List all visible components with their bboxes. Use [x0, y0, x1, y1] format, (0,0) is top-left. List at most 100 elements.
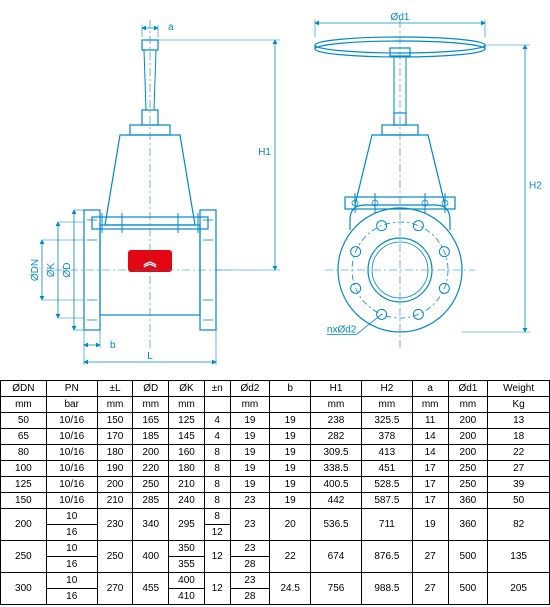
- cell-dn: 125: [1, 477, 47, 493]
- cell: 23: [230, 493, 270, 509]
- cell: 39: [488, 477, 550, 493]
- side-elevation: [315, 20, 485, 350]
- table-row: 6510/16170185145419192823781420018: [1, 429, 550, 445]
- cell: 170: [97, 429, 133, 445]
- col-header: b: [270, 381, 311, 397]
- svg-text:a: a: [168, 22, 174, 33]
- cell-dn: 65: [1, 429, 47, 445]
- cell: 282: [311, 429, 362, 445]
- cell: 10/16: [46, 461, 97, 477]
- cell: 23: [230, 573, 270, 589]
- col-header: ØD: [133, 381, 169, 397]
- col-unit: bar: [46, 397, 97, 413]
- table-row: 2001023034029582320536.57111936082: [1, 509, 550, 525]
- cell: 180: [97, 445, 133, 461]
- cell: 442: [311, 493, 362, 509]
- cell: 19: [230, 429, 270, 445]
- col-unit: mm: [97, 397, 133, 413]
- cell: 674: [311, 541, 362, 573]
- cell: 22: [270, 541, 311, 573]
- cell: 19: [270, 477, 311, 493]
- cell: 27: [412, 541, 448, 573]
- col-unit: Kg: [488, 397, 550, 413]
- cell: 200: [133, 445, 169, 461]
- col-header: ±L: [97, 381, 133, 397]
- col-header: a: [412, 381, 448, 397]
- cell: 756: [311, 573, 362, 605]
- svg-text:ØDN: ØDN: [30, 259, 41, 281]
- cell: 10/16: [46, 413, 97, 429]
- cell: 250: [448, 477, 488, 493]
- cell: 16: [46, 589, 97, 605]
- col-header: PN: [46, 381, 97, 397]
- cell-dn: 50: [1, 413, 47, 429]
- cell: 250: [448, 461, 488, 477]
- cell: 19: [270, 445, 311, 461]
- cell: 400.5: [311, 477, 362, 493]
- cell: 413: [361, 445, 412, 461]
- cell-dn: 250: [1, 541, 47, 573]
- cell: 22: [488, 445, 550, 461]
- cell: 355: [169, 557, 205, 573]
- table-row: 25010250400350122322674876.527500135: [1, 541, 550, 557]
- cell: 11: [412, 413, 448, 429]
- cell: 23: [230, 541, 270, 557]
- cell: 165: [133, 413, 169, 429]
- cell: 295: [169, 509, 205, 541]
- cell: 14: [412, 429, 448, 445]
- cell: 19: [230, 413, 270, 429]
- cell: 238: [311, 413, 362, 429]
- table-body: 5010/1615016512541919238325.511200136510…: [1, 413, 550, 605]
- cell: 711: [361, 509, 412, 541]
- table-row: 10010/1619022018081919338.54511725027: [1, 461, 550, 477]
- cell: 338.5: [311, 461, 362, 477]
- cell: 150: [97, 413, 133, 429]
- col-header: Weight: [488, 381, 550, 397]
- col-unit: [204, 397, 230, 413]
- col-unit: mm: [311, 397, 362, 413]
- cell: 19: [270, 429, 311, 445]
- cell: 20: [270, 509, 311, 541]
- cell: 28: [230, 557, 270, 573]
- svg-text:Ød1: Ød1: [391, 12, 410, 23]
- cell: 410: [169, 589, 205, 605]
- col-header: Ød1: [448, 381, 488, 397]
- cell: 19: [230, 477, 270, 493]
- cell: 13: [488, 413, 550, 429]
- cell: 230: [97, 509, 133, 541]
- cell: 19: [230, 445, 270, 461]
- cell: 17: [412, 461, 448, 477]
- cell: 19: [270, 413, 311, 429]
- cell: 500: [448, 573, 488, 605]
- col-unit: mm: [448, 397, 488, 413]
- cell: 360: [448, 509, 488, 541]
- cell: 350: [169, 541, 205, 557]
- table-row: 12510/1620025021081919400.5528.51725039: [1, 477, 550, 493]
- drawing-svg: ︽ aØd1H1H2bLØDØKØDNnxØd2: [0, 0, 550, 380]
- cell: 8: [204, 445, 230, 461]
- cell: 325.5: [361, 413, 412, 429]
- dimensions-table: ØDNPN±LØDØK±nØd2bH1H2aØd1Weight mmbarmmm…: [0, 380, 550, 605]
- cell: 528.5: [361, 477, 412, 493]
- table-row: 30010270455400122324.5756988.527500205: [1, 573, 550, 589]
- cell: 27: [412, 573, 448, 605]
- svg-text:ØD: ØD: [62, 263, 73, 278]
- cell: 19: [270, 493, 311, 509]
- cell: 185: [133, 429, 169, 445]
- svg-text:H1: H1: [258, 147, 271, 158]
- cell: 145: [169, 429, 205, 445]
- cell: 400: [169, 573, 205, 589]
- cell: 135: [488, 541, 550, 573]
- cell: 378: [361, 429, 412, 445]
- cell: 536.5: [311, 509, 362, 541]
- cell: 8: [204, 461, 230, 477]
- cell: 8: [204, 493, 230, 509]
- cell: 160: [169, 445, 205, 461]
- col-header: ±n: [204, 381, 230, 397]
- cell: 451: [361, 461, 412, 477]
- engineering-drawing: ︽ aØd1H1H2bLØDØKØDNnxØd2: [0, 0, 550, 380]
- cell: 587.5: [361, 493, 412, 509]
- cell: 27: [488, 461, 550, 477]
- cell: 12: [204, 541, 230, 573]
- cell: 340: [133, 509, 169, 541]
